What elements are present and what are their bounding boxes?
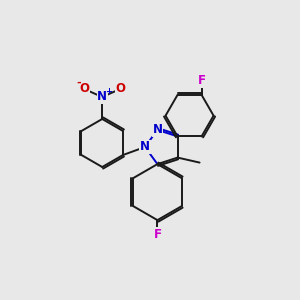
Text: F: F [153,228,161,241]
Text: N: N [152,123,162,136]
Text: +: + [105,88,112,97]
Text: -: - [76,78,80,88]
Text: O: O [115,82,125,95]
Text: F: F [198,74,206,87]
Text: N: N [140,140,150,154]
Text: O: O [79,82,89,95]
Text: N: N [97,91,107,103]
